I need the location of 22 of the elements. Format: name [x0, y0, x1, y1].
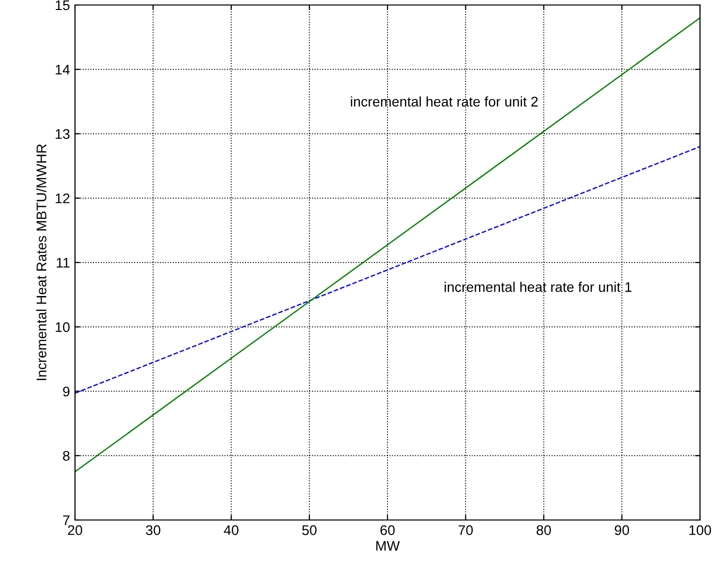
y-tick-label: 8: [63, 450, 70, 461]
x-axis-title: MW: [376, 541, 400, 551]
x-tick-label: 20: [68, 525, 82, 536]
x-tick-label: 40: [224, 525, 238, 536]
series-label: incremental heat rate for unit 2: [350, 96, 538, 107]
y-tick-label: 11: [56, 258, 70, 268]
y-axis-title: Incremental Heat Rates MBTU/MWHR: [36, 144, 46, 380]
y-tick-label: 15: [56, 0, 70, 10]
y-tick-label: 14: [56, 64, 70, 74]
y-tick-label: 13: [56, 129, 70, 139]
y-tick-label: 7: [63, 515, 70, 526]
text: incremental heat rate for unit 1: [444, 282, 632, 292]
x-tick-label: 70: [458, 525, 473, 536]
x-tick-label: 30: [146, 525, 160, 536]
x-tick-label: 60: [380, 525, 395, 536]
x-tick-label: 80: [536, 525, 551, 536]
y-tick-label: 9: [63, 386, 70, 396]
x-tick-label: 100: [689, 525, 712, 536]
x-tick-label: 90: [614, 525, 630, 536]
x-tick-label: 50: [302, 525, 317, 536]
y-tick-label: 12: [56, 193, 70, 204]
y-tick-label: 10: [56, 322, 70, 332]
